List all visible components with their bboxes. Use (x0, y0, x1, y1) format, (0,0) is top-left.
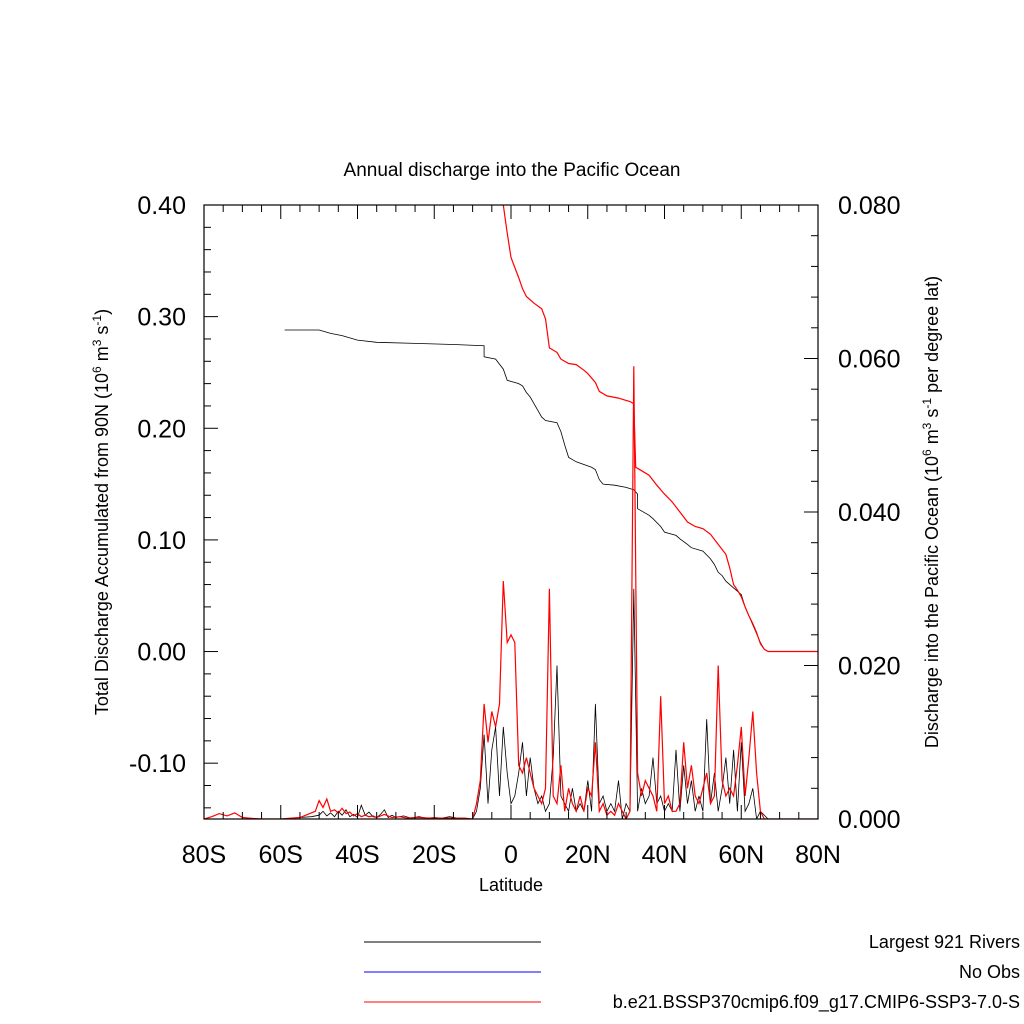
y-left-tick-label: 0.10 (137, 527, 186, 555)
y-left-tick-label: 0.40 (137, 192, 186, 220)
ticks: 80S 60S 40S 20S 0 20N 40N 60N 80N 0.40 0.30 0.20 0.1… (129, 192, 901, 869)
x-tick-label: 20N (565, 841, 611, 869)
y-right-tick-label: 0.040 (838, 499, 901, 527)
x-tick-label: 0 (504, 841, 518, 869)
x-tick-label: 40S (335, 841, 379, 869)
x-tick-label: 40N (642, 841, 688, 869)
legend-label-2: b.e21.BSSP370cmip6.f09_g17.CMIP6-SSP3-7.… (613, 992, 1020, 1013)
x-tick-label: 80N (795, 841, 841, 869)
y-right-tick-label: 0.080 (838, 192, 901, 220)
x-tick-label: 20S (412, 841, 456, 869)
x-tick-label: 60S (259, 841, 303, 869)
series-line-4 (204, 366, 818, 819)
plot-frame (203, 204, 819, 820)
y-left-tick-label: 0.00 (137, 639, 186, 667)
legend: Largest 921 Rivers No Obs b.e21.BSSP370cmi… (364, 932, 1020, 1013)
y-right-tick-label: 0.020 (838, 653, 901, 681)
series-line-2 (502, 205, 818, 653)
y-axis-right-label: Discharge into the Pacific Ocean (106 m3… (920, 276, 942, 748)
x-axis-label: Latitude (479, 875, 543, 895)
y-right-tick-label: 0.000 (838, 806, 901, 834)
y-axis-left-label: Total Discharge Accumulated from 90N (10… (90, 309, 112, 715)
x-tick-label: 60N (718, 841, 764, 869)
y-left-tick-label: -0.10 (129, 750, 186, 778)
y-left-tick-label: 0.30 (137, 304, 186, 332)
legend-label-1: No Obs (959, 962, 1020, 982)
y-left-tick-label: 0.20 (137, 415, 186, 443)
chart-title: Annual discharge into the Pacific Ocean (344, 160, 681, 181)
x-tick-label: 80S (182, 841, 226, 869)
y-right-tick-label: 0.060 (838, 346, 901, 374)
series-line-3 (204, 588, 818, 819)
legend-label-0: Largest 921 Rivers (869, 932, 1020, 952)
series-line-0 (284, 329, 818, 652)
plot-lines (204, 205, 818, 819)
